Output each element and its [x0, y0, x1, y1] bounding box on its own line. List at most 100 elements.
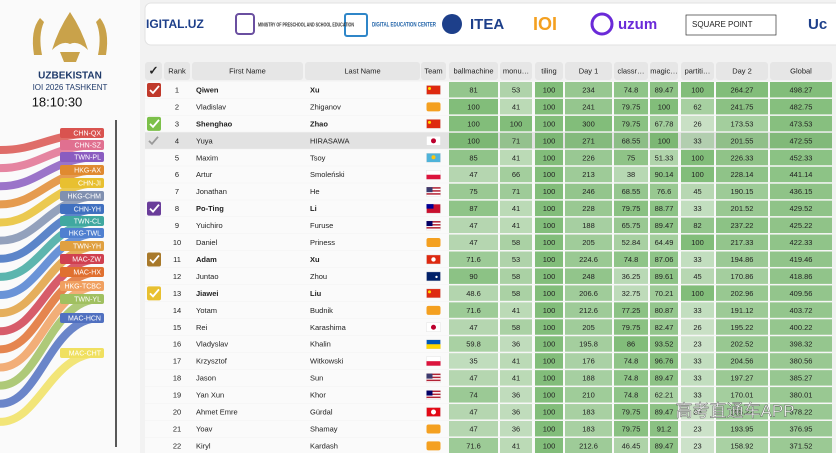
- score-cell: [449, 217, 498, 234]
- first-name: Yan Xun: [196, 391, 224, 400]
- score: 58: [512, 272, 520, 281]
- score: 90: [469, 272, 477, 281]
- sponsor-icon: [442, 14, 462, 34]
- score: 47: [469, 323, 477, 332]
- first-name: Daniel: [196, 238, 218, 247]
- score-cell: [500, 217, 532, 234]
- score: 100: [543, 441, 556, 450]
- score-cell: [650, 183, 678, 200]
- score: 90.14: [655, 170, 674, 179]
- score: 36: [512, 391, 520, 400]
- score: 86: [627, 340, 635, 349]
- score-cell: [614, 336, 648, 352]
- column-header: Rank: [168, 66, 186, 75]
- score-cell: [535, 115, 563, 132]
- score-cell: [770, 217, 832, 234]
- checkbox: [147, 201, 161, 216]
- score-cell: [565, 353, 612, 369]
- header-cell: [716, 62, 768, 80]
- score: 100: [543, 85, 556, 94]
- score: 75: [627, 153, 635, 162]
- score: 241.75: [731, 102, 754, 111]
- score: 26: [693, 323, 701, 332]
- flow-label: TWN-CL: [74, 218, 101, 225]
- score: 71.6: [466, 441, 481, 450]
- score: 419.46: [790, 255, 813, 264]
- score: 82: [693, 221, 701, 230]
- team-flag: [426, 187, 441, 189]
- score: 224.6: [579, 255, 598, 264]
- last-name: Zhiganov: [310, 102, 341, 111]
- score: 188: [582, 374, 595, 383]
- score-cell: [770, 268, 832, 284]
- header-cell: [565, 62, 612, 80]
- score-cell: [681, 166, 714, 183]
- score: 100: [691, 289, 704, 298]
- last-name: Tsoy: [310, 153, 326, 162]
- score-cell: [565, 268, 612, 284]
- score-cell: [565, 132, 612, 149]
- score-cell: [500, 268, 532, 284]
- score-cell: [535, 437, 563, 453]
- checkbox: [147, 252, 161, 267]
- score-cell: [650, 234, 678, 250]
- header-cell: [770, 62, 832, 80]
- score: 183: [582, 408, 595, 417]
- score: 58: [512, 238, 520, 247]
- score: 202.52: [731, 340, 754, 349]
- score-cell: [650, 251, 678, 267]
- first-name: Kiryl: [196, 441, 211, 450]
- score: 100: [543, 289, 556, 298]
- score: 100: [543, 238, 556, 247]
- team-flag: [431, 155, 436, 160]
- first-name: Vladislav: [196, 102, 226, 111]
- score: 264.27: [731, 85, 754, 94]
- column-header: Day 1: [579, 66, 599, 75]
- score: 74.8: [624, 374, 639, 383]
- score: 425.22: [790, 221, 813, 230]
- team-flag: [426, 271, 441, 282]
- ranking-table: ✓ Rank First Name Last Name Team ballmachine m…: [145, 62, 832, 453]
- last-name: Li: [310, 204, 317, 213]
- score: 228.14: [731, 170, 754, 179]
- flow-label: TWN-PL: [74, 154, 101, 161]
- score: 205: [582, 238, 595, 247]
- score-cell: [681, 98, 714, 115]
- score: 79.75: [622, 424, 641, 433]
- score: 41: [512, 441, 520, 450]
- rank: 21: [173, 424, 181, 433]
- team-flag: [428, 120, 431, 124]
- score-cell: [565, 302, 612, 318]
- rank: 20: [173, 408, 181, 417]
- score-cell: [449, 132, 498, 149]
- score-cell: [614, 421, 648, 437]
- score: 33: [693, 136, 701, 145]
- checkmark: [149, 85, 160, 95]
- score-cell: [650, 82, 678, 98]
- score: 91.2: [657, 424, 672, 433]
- flow-label: HKG-AX: [74, 167, 101, 174]
- score: 85: [469, 153, 477, 162]
- score: 33: [693, 391, 701, 400]
- score: 400.22: [790, 323, 813, 332]
- score: 385.27: [790, 374, 813, 383]
- score-cell: [614, 437, 648, 453]
- score: 47: [469, 424, 477, 433]
- flow-label: HKG-TCBC: [64, 283, 101, 290]
- rank: 17: [173, 357, 181, 366]
- column-header: magic…: [650, 66, 678, 75]
- score-cell: [614, 370, 648, 386]
- score: 79.75: [622, 119, 641, 128]
- score: 228: [582, 204, 595, 213]
- score-cell: [614, 98, 648, 115]
- score-cell: [535, 251, 563, 267]
- header-cell: [421, 62, 446, 80]
- last-name: Gürdal: [310, 408, 333, 417]
- team-flag: [426, 344, 441, 349]
- team-flag: [426, 373, 433, 379]
- sponsor-logo: SQUARE POINT: [692, 20, 753, 29]
- rank: 9: [175, 221, 179, 230]
- score: 380.56: [790, 357, 813, 366]
- score-cell: [681, 336, 714, 352]
- score: 173.53: [731, 119, 754, 128]
